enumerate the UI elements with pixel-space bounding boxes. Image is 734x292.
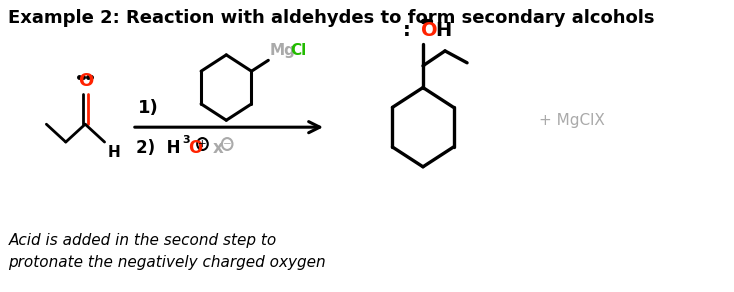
Text: + MgClX: + MgClX bbox=[539, 113, 606, 128]
Text: 1): 1) bbox=[138, 99, 159, 117]
Text: Mg: Mg bbox=[269, 43, 295, 58]
Text: Acid is added in the second step to
protonate the negatively charged oxygen: Acid is added in the second step to prot… bbox=[9, 233, 326, 270]
Text: Cl: Cl bbox=[291, 43, 307, 58]
Text: −: − bbox=[223, 139, 231, 149]
Text: H: H bbox=[107, 145, 120, 160]
Text: 2)  H: 2) H bbox=[137, 139, 181, 157]
Text: H: H bbox=[435, 21, 451, 40]
Text: x: x bbox=[213, 139, 224, 157]
Text: O: O bbox=[421, 21, 438, 40]
Text: :: : bbox=[403, 21, 411, 40]
Text: O: O bbox=[189, 139, 203, 157]
Text: Example 2: Reaction with aldehydes to form secondary alcohols: Example 2: Reaction with aldehydes to fo… bbox=[9, 9, 655, 27]
Text: O: O bbox=[79, 72, 94, 90]
Text: 3: 3 bbox=[182, 135, 190, 145]
Text: +: + bbox=[198, 139, 207, 149]
